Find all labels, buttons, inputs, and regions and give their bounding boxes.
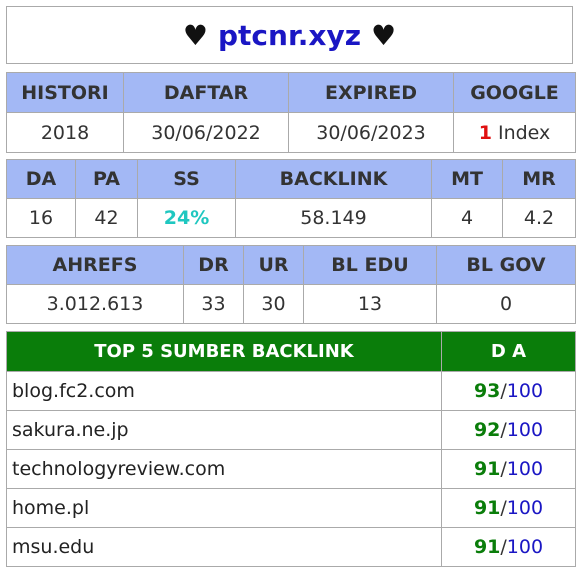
da-separator: / (500, 380, 507, 402)
metrics-header-row: DA PA SS BACKLINK MT MR (6, 159, 576, 199)
header-ahrefs: AHREFS (6, 245, 184, 285)
value-backlink: 58.149 (235, 198, 432, 238)
table-row: technologyreview.com 91/100 (6, 449, 576, 489)
da-max: 100 (506, 536, 544, 558)
table-row: home.pl 91/100 (6, 488, 576, 528)
da-value: 92 (473, 419, 501, 441)
da-separator: / (500, 458, 507, 480)
value-expired: 30/06/2023 (288, 112, 454, 153)
value-bl-edu: 13 (303, 284, 437, 324)
value-dr: 33 (183, 284, 244, 324)
header-bl-gov: BL GOV (436, 245, 576, 285)
header-google: GOOGLE (453, 72, 576, 113)
backlink-da: 91/100 (441, 527, 576, 567)
backlink-da: 92/100 (441, 410, 576, 450)
da-value: 91 (473, 536, 501, 558)
top-backlinks-table: TOP 5 SUMBER BACKLINK D A blog.fc2.com 9… (6, 331, 576, 567)
da-max: 100 (506, 419, 544, 441)
header-ss: SS (137, 159, 236, 199)
value-google: 1 Index (453, 112, 576, 153)
header-mr: MR (502, 159, 576, 199)
ahrefs-value-row: 3.012.613 33 30 13 0 (6, 284, 576, 324)
backlink-domain[interactable]: blog.fc2.com (6, 371, 442, 411)
value-da: 16 (6, 198, 76, 238)
backlink-domain[interactable]: sakura.ne.jp (6, 410, 442, 450)
table-row: sakura.ne.jp 92/100 (6, 410, 576, 450)
header-da: DA (6, 159, 76, 199)
backlink-domain[interactable]: technologyreview.com (6, 449, 442, 489)
backlink-domain[interactable]: home.pl (6, 488, 442, 528)
value-mt: 4 (431, 198, 503, 238)
backlink-da: 93/100 (441, 371, 576, 411)
value-ahrefs: 3.012.613 (6, 284, 184, 324)
value-histori: 2018 (6, 112, 124, 153)
ahrefs-table: AHREFS DR UR BL EDU BL GOV 3.012.613 33 … (6, 245, 576, 324)
da-separator: / (500, 536, 507, 558)
header-ur: UR (243, 245, 304, 285)
da-value: 93 (473, 380, 501, 402)
value-mr: 4.2 (502, 198, 576, 238)
value-pa: 42 (75, 198, 138, 238)
da-max: 100 (506, 497, 544, 519)
google-index-count: 1 (478, 121, 492, 144)
da-max: 100 (506, 458, 544, 480)
header-expired: EXPIRED (288, 72, 454, 113)
da-separator: / (500, 419, 507, 441)
google-index-label: Index (491, 121, 551, 144)
table-row: msu.edu 91/100 (6, 527, 576, 567)
metrics-table: DA PA SS BACKLINK MT MR 16 42 24% 58.149… (6, 159, 576, 238)
header-mt: MT (431, 159, 503, 199)
header-dr: DR (183, 245, 244, 285)
table-row: blog.fc2.com 93/100 (6, 371, 576, 411)
backlink-da: 91/100 (441, 488, 576, 528)
value-daftar: 30/06/2022 (123, 112, 289, 153)
header-daftar: DAFTAR (123, 72, 289, 113)
domain-info-value-row: 2018 30/06/2022 30/06/2023 1 Index (6, 112, 576, 153)
domain-info-header-row: HISTORI DAFTAR EXPIRED GOOGLE (6, 72, 576, 113)
metrics-value-row: 16 42 24% 58.149 4 4.2 (6, 198, 576, 238)
da-max: 100 (506, 380, 544, 402)
site-title: ♥ ptcnr.xyz ♥ (6, 6, 573, 64)
header-histori: HISTORI (6, 72, 124, 113)
heart-right-icon: ♥ (371, 18, 397, 52)
da-separator: / (500, 497, 507, 519)
header-top-sources: TOP 5 SUMBER BACKLINK (6, 331, 442, 372)
da-value: 91 (473, 497, 501, 519)
backlink-da: 91/100 (441, 449, 576, 489)
ahrefs-header-row: AHREFS DR UR BL EDU BL GOV (6, 245, 576, 285)
value-ur: 30 (243, 284, 304, 324)
top-backlinks-header-row: TOP 5 SUMBER BACKLINK D A (6, 331, 576, 372)
header-pa: PA (75, 159, 138, 199)
header-backlink: BACKLINK (235, 159, 432, 199)
value-ss: 24% (137, 198, 236, 238)
value-bl-gov: 0 (436, 284, 576, 324)
domain-info-table: HISTORI DAFTAR EXPIRED GOOGLE 2018 30/06… (6, 72, 576, 153)
header-bl-edu: BL EDU (303, 245, 437, 285)
backlink-domain[interactable]: msu.edu (6, 527, 442, 567)
da-value: 91 (473, 458, 501, 480)
heart-left-icon: ♥ (182, 18, 208, 52)
site-name[interactable]: ptcnr.xyz (217, 18, 362, 52)
header-top-da: D A (441, 331, 576, 372)
